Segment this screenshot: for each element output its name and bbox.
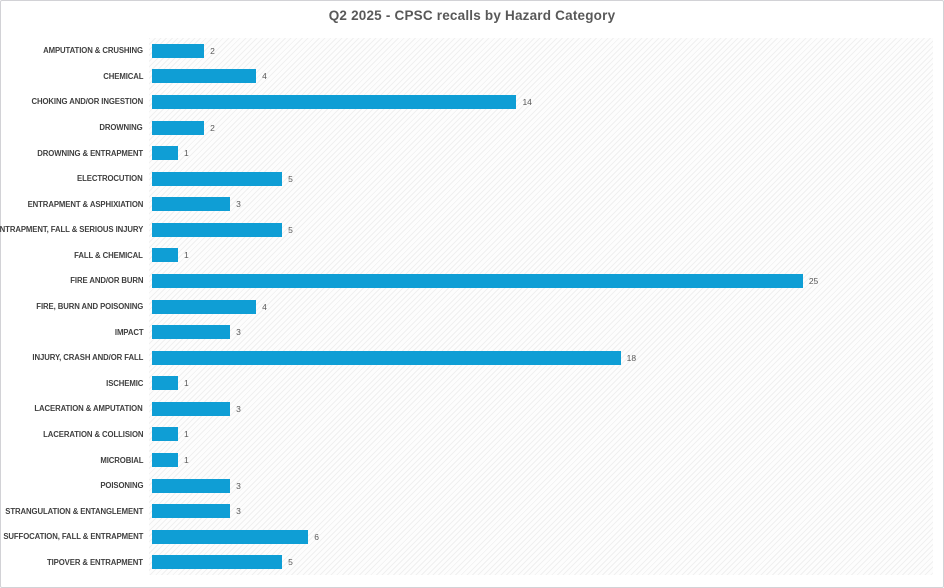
bar bbox=[152, 94, 517, 109]
bar-row: ENTRAPMENT, FALL & SERIOUS INJURY 5 bbox=[0, 217, 933, 243]
bar bbox=[152, 69, 257, 84]
bar-row: TIPOVER & ENTRAPMENT 5 bbox=[47, 550, 933, 576]
value-label: 5 bbox=[288, 224, 293, 235]
bar bbox=[152, 197, 231, 212]
category-label: DROWNING bbox=[99, 123, 143, 133]
bar bbox=[152, 350, 621, 365]
value-label: 1 bbox=[184, 250, 189, 261]
category-label: STRANGULATION & ENTANGLEMENT bbox=[5, 506, 143, 516]
value-label: 1 bbox=[184, 429, 189, 440]
bar-row: MICROBIAL 1 bbox=[100, 447, 933, 473]
category-label: MICROBIAL bbox=[99, 455, 143, 465]
bar bbox=[152, 43, 205, 58]
bar bbox=[152, 299, 257, 314]
bar-row: INJURY, CRASH AND/OR FALL 18 bbox=[32, 345, 933, 371]
bar-row: ELECTROCUTION 5 bbox=[77, 166, 933, 192]
bar-row: FALL & CHEMICAL 1 bbox=[74, 243, 933, 269]
bar bbox=[152, 427, 179, 442]
category-label: ISCHEMIC bbox=[105, 378, 143, 388]
bar bbox=[152, 120, 205, 135]
bar-row: LACERATION & AMPUTATION 3 bbox=[35, 396, 933, 422]
value-label: 4 bbox=[262, 71, 267, 82]
bar bbox=[152, 478, 231, 493]
bar-row: FIRE, BURN AND POISONING 4 bbox=[36, 294, 933, 320]
category-label: TIPOVER & ENTRAPMENT bbox=[47, 557, 143, 567]
value-label: 25 bbox=[808, 275, 819, 286]
bar-row: DROWNING & ENTRAPMENT 1 bbox=[37, 140, 933, 166]
category-label: SUFFOCATION, FALL & ENTRAPMENT bbox=[3, 532, 143, 542]
bar-row: CHOKING AND/OR INGESTION 14 bbox=[31, 89, 933, 115]
category-label: LACERATION & AMPUTATION bbox=[34, 404, 143, 414]
bar-row: AMPUTATION & CRUSHING 2 bbox=[43, 38, 933, 64]
value-label: 3 bbox=[236, 327, 241, 338]
category-label: INJURY, CRASH AND/OR FALL bbox=[32, 353, 143, 363]
value-label: 3 bbox=[236, 199, 241, 210]
value-label: 1 bbox=[184, 148, 189, 159]
value-label: 4 bbox=[262, 301, 267, 312]
category-label: IMPACT bbox=[114, 327, 143, 337]
bar bbox=[152, 453, 179, 468]
plot-area: AMPUTATION & CRUSHING 2 CHEMICAL 4 CHOKING A… bbox=[0, 38, 933, 576]
category-label: AMPUTATION & CRUSHING bbox=[43, 46, 143, 56]
chart-title: Q2 2025 - CPSC recalls by Hazard Categor… bbox=[328, 8, 616, 23]
bar bbox=[152, 529, 309, 544]
bar bbox=[152, 376, 179, 391]
value-label: 3 bbox=[236, 480, 241, 491]
value-label: 3 bbox=[236, 506, 241, 517]
bar bbox=[152, 401, 231, 416]
value-label: 6 bbox=[314, 531, 319, 542]
bar bbox=[152, 146, 179, 161]
value-label: 5 bbox=[288, 557, 293, 568]
bar-row: FIRE AND/OR BURN 25 bbox=[70, 268, 933, 294]
bar-row: ENTRAPMENT & ASPHIXIATION 3 bbox=[27, 191, 933, 217]
bar bbox=[152, 171, 283, 186]
bar-row: POISONING 3 bbox=[100, 473, 933, 499]
bar bbox=[152, 248, 179, 263]
bar-row: LACERATION & COLLISION 1 bbox=[43, 422, 933, 448]
category-label: FIRE, BURN AND POISONING bbox=[36, 302, 143, 312]
category-label: ENTRAPMENT, FALL & SERIOUS INJURY bbox=[0, 225, 143, 235]
bar bbox=[152, 273, 803, 288]
category-label: POISONING bbox=[99, 481, 143, 491]
bar-row: CHEMICAL 4 bbox=[103, 64, 933, 90]
bar-row: DROWNING 2 bbox=[100, 115, 933, 141]
category-label: CHOKING AND/OR INGESTION bbox=[31, 97, 143, 107]
bar bbox=[152, 504, 231, 519]
category-label: FALL & CHEMICAL bbox=[74, 250, 143, 260]
category-label: LACERATION & COLLISION bbox=[42, 429, 143, 439]
category-label: ELECTROCUTION bbox=[77, 174, 143, 184]
bar-row: ISCHEMIC 1 bbox=[106, 371, 933, 397]
bar bbox=[152, 555, 283, 570]
category-label: DROWNING & ENTRAPMENT bbox=[37, 148, 143, 158]
bar bbox=[152, 325, 231, 340]
bar-row: SUFFOCATION, FALL & ENTRAPMENT 6 bbox=[3, 524, 933, 550]
value-label: 2 bbox=[210, 45, 215, 56]
value-label: 2 bbox=[210, 122, 215, 133]
value-label: 1 bbox=[184, 455, 189, 466]
bar-row: STRANGULATION & ENTANGLEMENT 3 bbox=[5, 498, 933, 524]
bar bbox=[152, 222, 283, 237]
bar-row: IMPACT 3 bbox=[114, 319, 933, 345]
value-label: 3 bbox=[236, 403, 241, 414]
value-label: 18 bbox=[626, 352, 637, 363]
value-label: 14 bbox=[522, 96, 532, 107]
category-label: CHEMICAL bbox=[102, 71, 143, 81]
value-label: 1 bbox=[184, 378, 189, 389]
category-label: FIRE AND/OR BURN bbox=[69, 276, 143, 286]
value-label: 5 bbox=[288, 173, 293, 184]
category-label: ENTRAPMENT & ASPHIXIATION bbox=[27, 199, 143, 209]
